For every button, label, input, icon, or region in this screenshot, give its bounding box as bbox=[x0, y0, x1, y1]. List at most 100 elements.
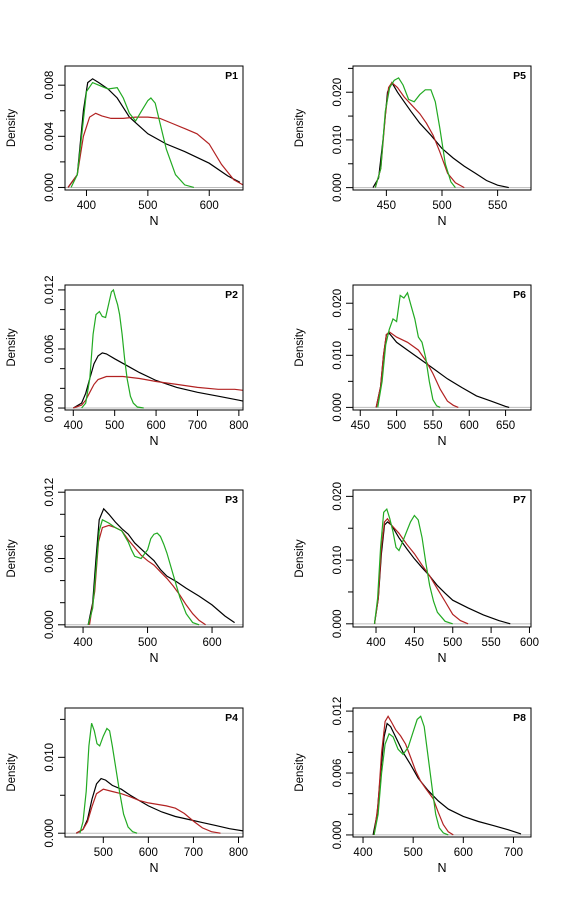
x-tick-label: 450 bbox=[405, 637, 424, 649]
y-axis-label: Density bbox=[294, 539, 306, 578]
x-tick-label: 600 bbox=[200, 200, 219, 212]
series-line-0 bbox=[72, 352, 243, 409]
y-axis-label: Density bbox=[294, 753, 306, 792]
x-axis-label: N bbox=[437, 651, 446, 665]
y-tick-label: 0.012 bbox=[44, 478, 56, 507]
y-tick-label: 0.020 bbox=[332, 289, 344, 318]
y-tick-label: 0.000 bbox=[44, 610, 56, 639]
y-tick-label: 0.012 bbox=[44, 276, 56, 305]
series-line-0 bbox=[87, 507, 235, 625]
y-tick-label: 0.012 bbox=[332, 697, 344, 726]
series-line-2 bbox=[374, 77, 456, 188]
x-tick-label: 800 bbox=[229, 847, 248, 859]
x-tick-label: 600 bbox=[202, 637, 221, 649]
x-tick-label: 550 bbox=[423, 420, 442, 432]
y-tick-label: 0.000 bbox=[332, 173, 344, 202]
panel-title: P4 bbox=[225, 712, 238, 724]
series-line-1 bbox=[67, 112, 243, 188]
panel-p8: 400 500 600 700 0.000 0.006 0.012 N Density P8 bbox=[294, 697, 532, 875]
x-tick-label: 500 bbox=[94, 847, 113, 859]
y-axis-label: Density bbox=[6, 328, 18, 367]
panel-title: P5 bbox=[513, 70, 526, 82]
y-tick-label: 0.006 bbox=[332, 759, 344, 788]
series-line-2 bbox=[70, 81, 195, 188]
x-tick-label: 550 bbox=[482, 637, 501, 649]
x-tick-label: 500 bbox=[387, 420, 406, 432]
x-tick-label: 600 bbox=[139, 847, 158, 859]
y-tick-label: 0.020 bbox=[332, 482, 344, 511]
x-tick-label: 450 bbox=[377, 200, 396, 212]
panel-p4: 500 600 700 800 0.000 0.010 N Density P4 bbox=[6, 707, 248, 875]
series-line-2 bbox=[377, 291, 441, 408]
series-line-2 bbox=[373, 507, 453, 625]
x-tick-label: 600 bbox=[146, 420, 165, 432]
y-tick-label: 0.006 bbox=[44, 335, 56, 364]
y-tick-label: 0.010 bbox=[332, 126, 344, 155]
x-tick-label: 500 bbox=[432, 200, 451, 212]
panel-title: P6 bbox=[513, 289, 526, 301]
y-tick-label: 0.010 bbox=[44, 743, 56, 772]
x-tick-label: 500 bbox=[105, 420, 124, 432]
series-line-1 bbox=[374, 81, 465, 189]
x-tick-label: 700 bbox=[188, 420, 207, 432]
x-tick-label: 500 bbox=[138, 200, 157, 212]
y-tick-label: 0.004 bbox=[44, 121, 56, 150]
series-line-1 bbox=[76, 788, 221, 834]
y-axis-label: Density bbox=[294, 328, 306, 367]
y-tick-label: 0.000 bbox=[332, 609, 344, 638]
series-line-0 bbox=[372, 722, 522, 836]
y-tick-label: 0.020 bbox=[332, 78, 344, 107]
x-tick-label: 600 bbox=[454, 847, 473, 859]
x-axis-label: N bbox=[149, 434, 158, 448]
y-tick-label: 0.000 bbox=[44, 173, 56, 202]
x-tick-label: 400 bbox=[353, 847, 372, 859]
panel-title: P8 bbox=[513, 712, 526, 724]
x-tick-label: 700 bbox=[184, 847, 203, 859]
x-tick-label: 400 bbox=[77, 200, 96, 212]
x-tick-label: 650 bbox=[496, 420, 515, 432]
panel-title: P3 bbox=[225, 494, 238, 506]
x-tick-label: 500 bbox=[138, 637, 157, 649]
x-tick-label: 600 bbox=[520, 637, 539, 649]
x-axis-label: N bbox=[149, 861, 158, 875]
series-line-2 bbox=[87, 518, 200, 626]
plot-frame bbox=[352, 284, 532, 411]
x-tick-label: 500 bbox=[404, 847, 423, 859]
series-line-0 bbox=[373, 521, 511, 625]
series-line-1 bbox=[373, 517, 469, 625]
x-tick-label: 800 bbox=[229, 420, 248, 432]
x-axis-label: N bbox=[149, 651, 158, 665]
x-axis-label: N bbox=[437, 434, 446, 448]
y-axis-label: Density bbox=[6, 539, 18, 578]
y-axis-label: Density bbox=[6, 753, 18, 792]
series-line-2 bbox=[81, 288, 144, 409]
y-tick-label: 0.000 bbox=[332, 393, 344, 422]
panel-title: P2 bbox=[225, 289, 238, 301]
series-line-2 bbox=[79, 722, 138, 834]
plot-frame bbox=[64, 707, 244, 838]
x-tick-label: 550 bbox=[488, 200, 507, 212]
x-axis-label: N bbox=[437, 861, 446, 875]
series-line-0 bbox=[76, 777, 243, 834]
plot-frame bbox=[352, 707, 532, 838]
plot-frame bbox=[64, 65, 244, 191]
series-line-1 bbox=[373, 715, 454, 836]
y-axis-label: Density bbox=[294, 109, 306, 148]
series-line-0 bbox=[67, 78, 241, 188]
panel-p5: 450 500 550 0.000 0.010 0.020 N Density P5 bbox=[294, 65, 532, 228]
y-tick-label: 0.010 bbox=[332, 546, 344, 575]
x-tick-label: 700 bbox=[504, 847, 523, 859]
x-axis-label: N bbox=[437, 214, 446, 228]
panel-p1: 400 500 600 0.000 0.004 0.008 N Density P1 bbox=[6, 65, 244, 228]
series-line-1 bbox=[88, 524, 206, 626]
panel-p7: 400 450 500 550 600 0.000 0.010 0.020 N Density P7 bbox=[294, 482, 539, 665]
series-line-0 bbox=[375, 332, 510, 408]
panel-title: P1 bbox=[225, 70, 238, 82]
plot-frame bbox=[64, 284, 244, 411]
y-tick-label: 0.008 bbox=[44, 71, 56, 100]
series-line-1 bbox=[73, 375, 243, 409]
x-tick-label: 400 bbox=[366, 637, 385, 649]
y-axis-label: Density bbox=[6, 109, 18, 148]
x-tick-label: 500 bbox=[443, 637, 462, 649]
